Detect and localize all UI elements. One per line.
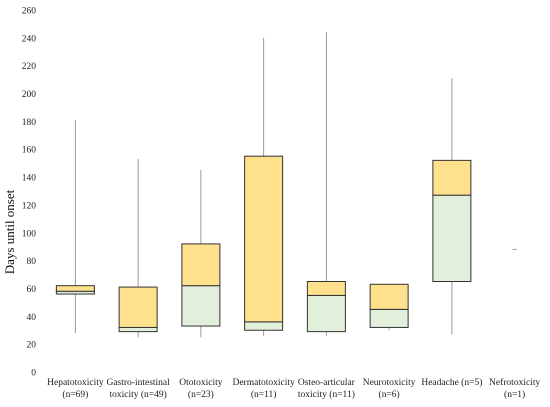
y-tick-label: 140 [22, 174, 37, 184]
box-lower [181, 285, 221, 327]
box-group [244, 37, 284, 336]
box-lower [306, 294, 346, 333]
category-label: Gastro-intestinal [106, 378, 170, 388]
y-axis: 0 20 40 60 80 100 120 140 160 180 200 220 240 260 [22, 7, 37, 379]
category-sublabel: (n=6) [379, 389, 400, 400]
x-axis-labels: Hepatotoxicity(n=69)Gastro-intestinaltox… [47, 377, 540, 400]
y-tick-label: 20 [27, 341, 37, 351]
box-group [118, 158, 158, 338]
category-sublabel: (n=1) [504, 389, 525, 400]
box-lower [244, 321, 284, 331]
category-label: Hepatotoxicity [47, 378, 104, 388]
plot-area [55, 32, 517, 338]
box-group [55, 119, 95, 334]
box-upper [432, 159, 472, 196]
box-group [369, 283, 409, 331]
box-upper [369, 283, 409, 310]
y-tick-label: 80 [27, 257, 37, 267]
y-tick-label: 60 [27, 285, 37, 295]
box-upper [306, 281, 346, 296]
category-sublabel: (n=69) [62, 389, 88, 400]
box-group [306, 32, 346, 336]
category-label: Osteo-articular [298, 378, 356, 388]
category-sublabel: (n=23) [188, 389, 214, 400]
box-lower [369, 308, 409, 328]
y-tick-label: 220 [22, 62, 37, 72]
category-label: Dermatotoxicity [232, 378, 295, 388]
y-tick-label: 180 [22, 118, 37, 128]
category-label: Nefrotoxicity [489, 377, 540, 388]
box-upper [55, 285, 95, 292]
y-tick-label: 200 [22, 90, 37, 100]
box-upper [244, 155, 284, 323]
box-upper [181, 243, 221, 287]
y-tick-label: 100 [22, 229, 37, 239]
category-label: Neurotoxicity [363, 378, 416, 388]
y-tick-label: 120 [22, 201, 37, 211]
box-lower [432, 194, 472, 282]
y-tick-label: 260 [22, 7, 37, 17]
y-tick-label: 40 [27, 313, 37, 323]
box-group [432, 78, 472, 335]
y-tick-label: 0 [31, 369, 36, 379]
box-lower [118, 326, 158, 333]
category-label: Headache (n=5) [421, 377, 482, 388]
category-label: Ototoxicity [179, 378, 223, 388]
y-axis-title: Days until onset [2, 189, 17, 274]
y-tick-label: 240 [22, 34, 37, 44]
box-group [181, 170, 221, 338]
category-sublabel: (n=11) [251, 389, 277, 400]
box-upper [118, 286, 158, 328]
category-sublabel: toxicity (n=49) [109, 389, 166, 400]
y-tick-label: 160 [22, 146, 37, 156]
category-sublabel: toxicity (n=11) [298, 389, 355, 400]
